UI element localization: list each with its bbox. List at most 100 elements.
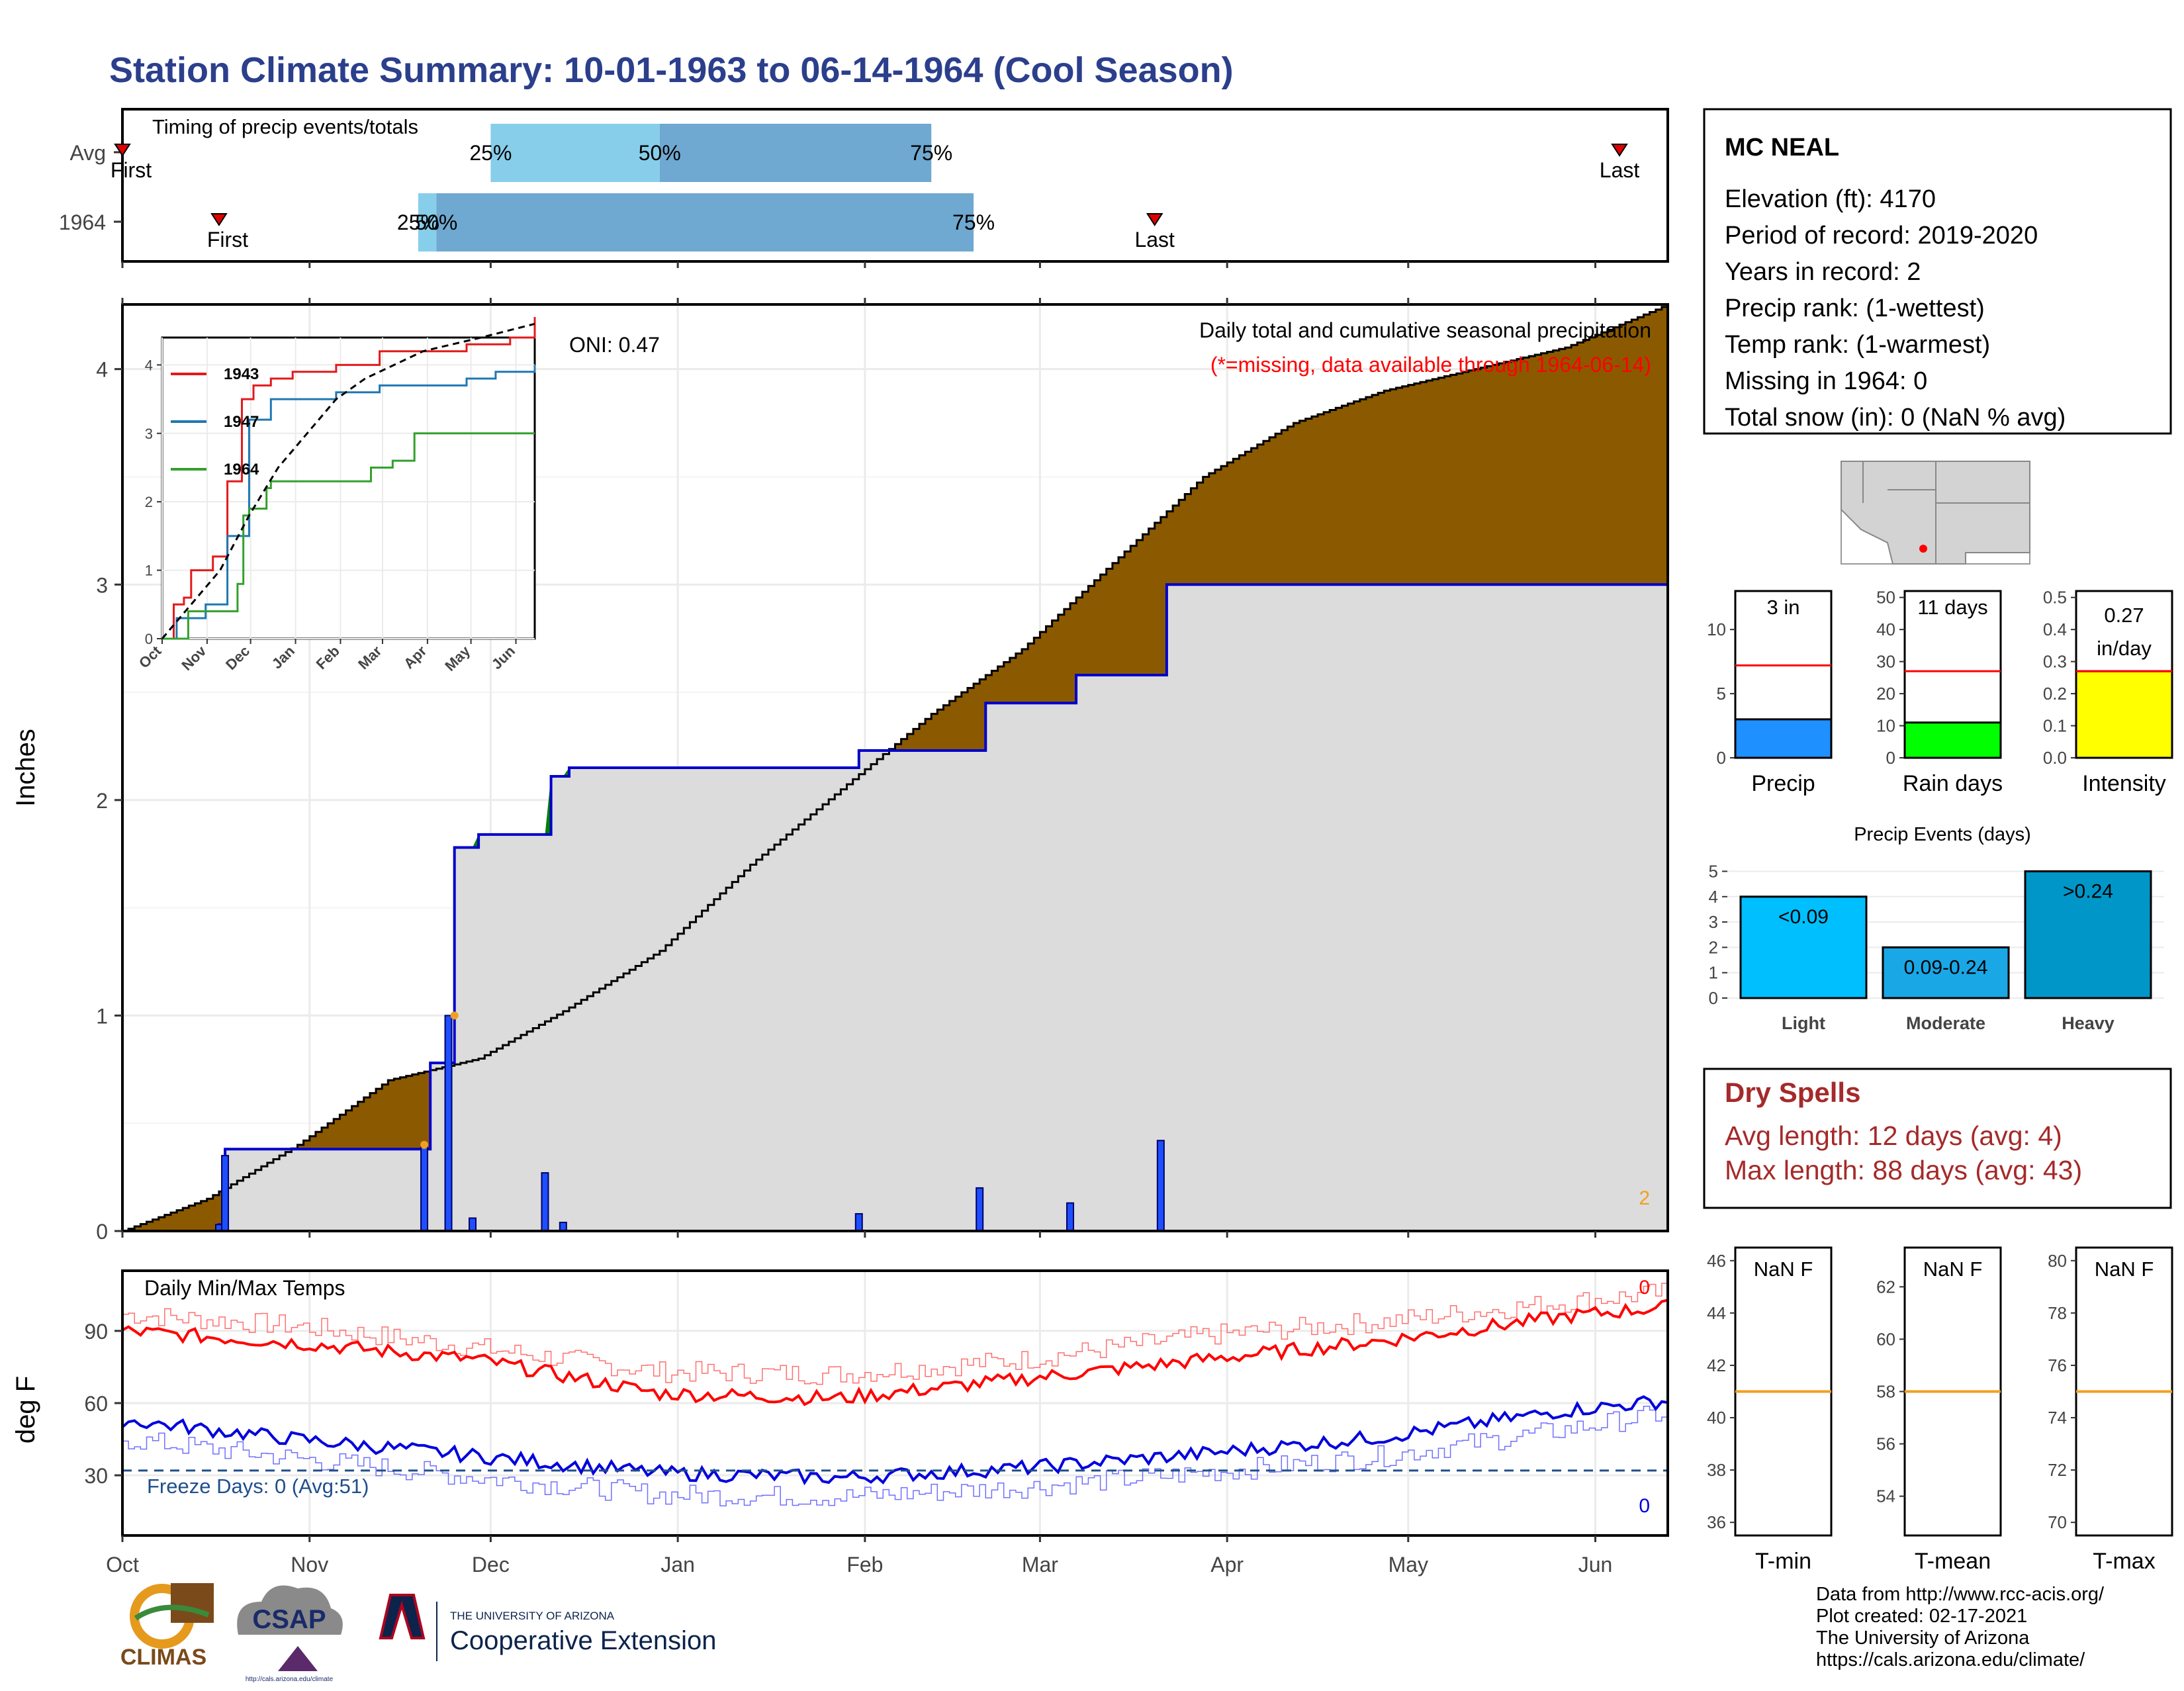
timing-avg-last-marker: [1611, 144, 1628, 157]
climas-leaf-icon: [134, 1604, 210, 1621]
month-label-May: May: [1388, 1553, 1428, 1577]
temp-ylabel: deg F: [11, 1376, 40, 1443]
dry-spells-max: Max length: 88 days (avg: 43): [1725, 1155, 2082, 1185]
inset-ytick-label-4: 4: [145, 357, 153, 373]
observed-cumulative-line: [122, 583, 1668, 1232]
csap-mountain-icon: [278, 1646, 318, 1671]
tgauge-t-min-tick-label-0: 36: [1707, 1512, 1726, 1532]
inset-ytick-label-2: 2: [145, 494, 153, 510]
events-bar-light: [1739, 895, 1868, 999]
gauge-intensity-tick-label-5: 0.5: [2043, 588, 2067, 608]
gauge-precip-tick-label-0: 0: [1717, 748, 1726, 768]
ua-big-text: Cooperative Extension: [450, 1626, 716, 1655]
station-info-box: MC NEAL Elevation (ft): 4170 Period of r…: [1703, 108, 2172, 435]
month-label-Oct: Oct: [106, 1553, 139, 1577]
inset-avg-line: [161, 322, 535, 639]
station-temp-rank: Temp rank: (1-warmest): [1725, 331, 1990, 359]
events-ytick-label-2: 2: [1709, 937, 1718, 957]
temp-ytick-label-2: 90: [84, 1320, 108, 1344]
month-label-Mar: Mar: [1022, 1553, 1058, 1577]
csap-url: http://cals.arizona.edu/climate: [246, 1676, 334, 1683]
timing-avg-first-marker: [114, 144, 131, 157]
climas-text: CLIMAS: [120, 1645, 206, 1670]
dry-spells-frame: [1703, 1068, 2172, 1209]
timing-year-box-25-50: [418, 193, 437, 251]
daily-precip-bar-8: [976, 1187, 984, 1232]
inset-legend-label-1947: 1947: [224, 413, 259, 431]
gauge-intensity-tick-label-0: 0.0: [2043, 748, 2067, 768]
timing-panel: Timing of precip events/totals Avg 1964 …: [59, 108, 1669, 268]
tmin-corner: 0: [1639, 1495, 1650, 1517]
tgauge-t-max-tick-label-0: 70: [2048, 1512, 2067, 1532]
inset-legend-label-1964: 1964: [224, 461, 259, 479]
daily-precip-bar-1: [221, 1155, 230, 1232]
gauge-precip-value: 3 in: [1767, 596, 1800, 619]
gauge-rain-days-tick-label-5: 50: [1876, 588, 1895, 608]
precip-ytick-label-3: 3: [96, 573, 108, 597]
tgauge-t-max-tick-label-2: 74: [2048, 1408, 2067, 1428]
locator-map: [1841, 461, 2030, 565]
inset-xtick-label-0: Oct: [136, 642, 165, 671]
ua-logo: THE UNIVERSITY OF ARIZONA Cooperative Ex…: [379, 1594, 716, 1661]
gauge-rain-days-value: 11 days: [1917, 596, 1987, 619]
tgauge-t-max-tick-label-1: 72: [2048, 1460, 2067, 1480]
precip-ytick-label-2: 2: [96, 789, 108, 813]
gauge-precip-bar: [1734, 718, 1833, 759]
daily-precip-bar-7: [854, 1212, 863, 1232]
events-ytick-label-1: 1: [1709, 963, 1718, 983]
events-category-heavy: Heavy: [2062, 1013, 2115, 1033]
map-borders: [1862, 461, 2030, 564]
tgauge-t-mean-tick-label-0: 54: [1876, 1486, 1895, 1506]
precip-events-chart: Precip Events (days) 0 1 2 3 4 5 <0.09 Light 0.0…: [1709, 824, 2164, 1033]
temp-ytick-label-1: 60: [84, 1392, 108, 1416]
timing-avg-box-25-50: [490, 124, 660, 182]
avg-cumulative-line: [122, 304, 1669, 1232]
ua-a-icon: [379, 1594, 426, 1639]
tgauge-t-min-tick-label-3: 42: [1707, 1355, 1726, 1375]
gauge-rain-days-tick-label-4: 40: [1876, 619, 1895, 639]
footer-line-4: https://cals.arizona.edu/climate/: [1816, 1649, 2085, 1670]
gauge-rain-days-label: Rain days: [1903, 771, 2003, 796]
gauge-intensity-tick-label-1: 0.1: [2043, 716, 2067, 736]
gauge-intensity-tick-label-2: 0.2: [2043, 684, 2067, 704]
tgauge-t-max-label: T-max: [2093, 1549, 2155, 1574]
precip-subtitle: (*=missing, data available through 1964-…: [1210, 353, 1651, 377]
station-frame: [1703, 108, 2172, 435]
station-missing: Missing in 1964: 0: [1725, 367, 1927, 395]
daily-precip-bar-9: [1066, 1202, 1075, 1232]
gauge-intensity-tick-label-4: 0.4: [2043, 619, 2067, 639]
timing-year-label-75: 75%: [952, 210, 995, 234]
month-label-Nov: Nov: [291, 1553, 328, 1577]
timing-year-first-label: First: [207, 228, 248, 251]
tmax-avg-line: [122, 1299, 1668, 1406]
daily-precip-bar-4: [469, 1217, 477, 1232]
inset-xtick-label-1: Nov: [178, 642, 210, 674]
timing-year-label-25: 25%: [397, 210, 439, 234]
station-period: Period of record: 2019-2020: [1725, 222, 2038, 250]
tgauge-t-min-tick-label-4: 44: [1707, 1303, 1726, 1323]
climas-logo: CLIMAS: [120, 1583, 214, 1670]
footer-credits: Data from http://www.rcc-acis.org/ Plot …: [1816, 1584, 2105, 1670]
daily-precip-bar-2: [420, 1144, 429, 1232]
events-bar-label-moderate: 0.09-0.24: [1904, 956, 1988, 978]
timing-avg-box-50-75: [659, 124, 932, 182]
tgauge-t-min-tick-label-1: 38: [1707, 1460, 1726, 1480]
gauge-precip-label: Precip: [1751, 771, 1815, 796]
events-category-moderate: Moderate: [1906, 1013, 1985, 1033]
precip-ytick-label-0: 0: [96, 1220, 108, 1244]
freeze-label: Freeze Days: 0 (Avg:51): [147, 1475, 369, 1498]
tgauge-t-max-value: NaN F: [2095, 1257, 2154, 1281]
oni-label: ONI: 0.47: [569, 333, 660, 357]
tgauge-t-mean-label: T-mean: [1915, 1549, 1991, 1574]
precip-ytick-label-1: 1: [96, 1004, 108, 1028]
missing-marker-1: [420, 1140, 429, 1149]
events-bar-label-light: <0.09: [1778, 906, 1829, 928]
tmin-record-line: [122, 1405, 1668, 1507]
timing-year-last-marker: [1146, 213, 1163, 226]
gauge-rain-days-tick-label-0: 0: [1886, 748, 1895, 768]
tgauge-t-min-value: NaN F: [1754, 1257, 1813, 1281]
precip-title: Daily total and cumulative seasonal prec…: [1199, 318, 1651, 342]
station-snow: Total snow (in): 0 (NaN % avg): [1725, 404, 2066, 432]
